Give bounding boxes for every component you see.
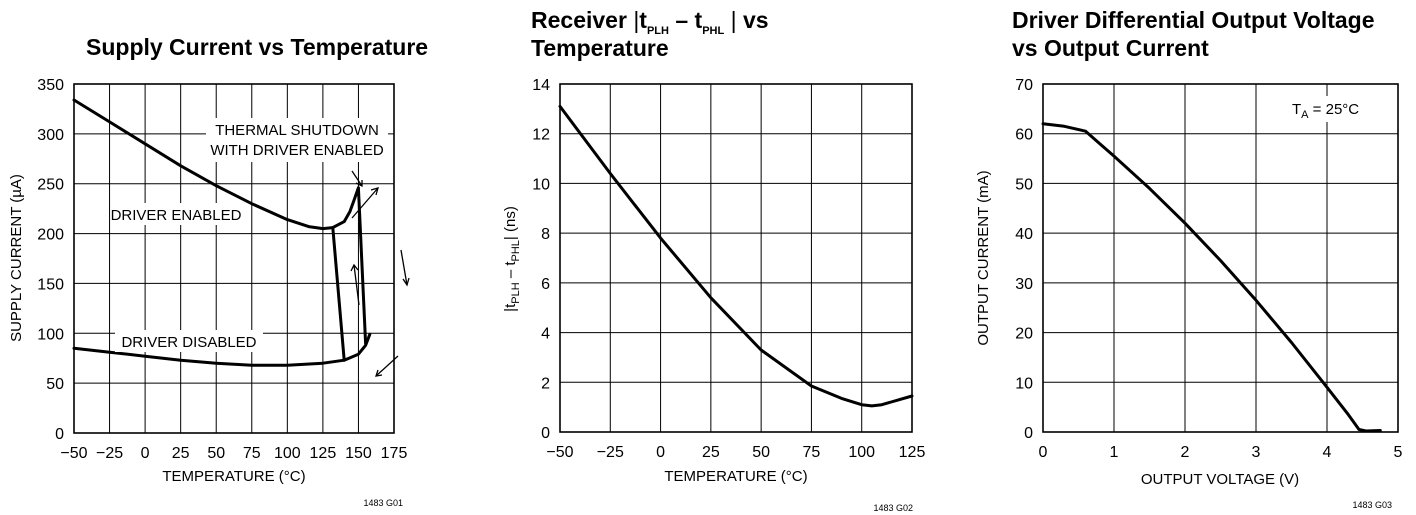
chart1-y-tick-label: 0 bbox=[55, 426, 64, 443]
chart1-code: 1483 G01 bbox=[363, 498, 403, 508]
chart2-series-line-1 bbox=[558, 104, 914, 408]
chart3-title: Driver Differential Output Voltage bbox=[1012, 7, 1375, 33]
chart1-y-tick-label: 100 bbox=[37, 326, 64, 343]
chart3-series-line-1 bbox=[1041, 122, 1382, 433]
chart3-y-tick-label: 30 bbox=[1015, 276, 1033, 293]
chart2-x-tick-label: 125 bbox=[899, 444, 926, 461]
chart3-x-ticks: 0 1 2 3 4 5 bbox=[1039, 444, 1403, 461]
chart1-title: Supply Current vs Temperature bbox=[86, 34, 428, 60]
chart1-x-ticks: −50 −25 0 25 50 75 100 125 150 175 bbox=[60, 445, 407, 462]
chart2-y-tick-label: 10 bbox=[532, 176, 550, 193]
chart1-x-label: TEMPERATURE (°C) bbox=[162, 468, 305, 485]
chart2-y-tick-label: 8 bbox=[541, 226, 550, 243]
chart3-x-label: OUTPUT VOLTAGE (V) bbox=[1141, 471, 1299, 488]
chart1-x-tick-label: 150 bbox=[345, 445, 372, 462]
chart2-x-tick-label: 0 bbox=[656, 444, 665, 461]
chart2-y-tick-label: 12 bbox=[532, 127, 550, 144]
chart1-frame bbox=[73, 83, 395, 434]
chart2-x-tick-label: −25 bbox=[597, 444, 624, 461]
chart1-annotation-driver-enabled: DRIVER ENABLED bbox=[111, 207, 242, 224]
chart1-x-tick-label: 100 bbox=[274, 445, 301, 462]
chart3-y-tick-label: 0 bbox=[1024, 425, 1033, 442]
chart1-arrows bbox=[350, 170, 410, 377]
chart1-x-tick-label: −25 bbox=[96, 445, 123, 462]
chart2-title-line2: Temperature bbox=[531, 35, 669, 61]
chart3-y-tick-label: 40 bbox=[1015, 226, 1033, 243]
chart1-x-tick-label: 75 bbox=[243, 445, 261, 462]
chart1-x-tick-label: 125 bbox=[310, 445, 337, 462]
chart1-y-tick-label: 250 bbox=[37, 177, 64, 194]
chart2-y-ticks: 0 2 4 6 8 10 12 14 bbox=[532, 77, 550, 442]
chart2-x-tick-label: 50 bbox=[752, 444, 770, 461]
chart3-x-tick-label: 3 bbox=[1252, 444, 1261, 461]
chart3-grid bbox=[1042, 83, 1399, 433]
chart3-series bbox=[1041, 122, 1382, 433]
chart1-annotation-bg-1 bbox=[206, 118, 388, 162]
chart3-code: 1483 G03 bbox=[1352, 500, 1392, 510]
chart2-code: 1483 G02 bbox=[873, 503, 913, 513]
chart3-y-ticks: 0 10 20 30 40 50 60 70 bbox=[1015, 77, 1033, 442]
chart1-x-tick-label: 175 bbox=[381, 445, 408, 462]
chart1-annotation-thermal-1: THERMAL SHUTDOWN bbox=[215, 122, 379, 139]
chart3-note-bg bbox=[1280, 96, 1385, 122]
chart3-title-line2: vs Output Current bbox=[1012, 35, 1209, 61]
chart3-x-tick-label: 2 bbox=[1181, 444, 1190, 461]
chart1-y-tick-label: 50 bbox=[46, 376, 64, 393]
chart2-grid bbox=[559, 83, 913, 433]
chart3-x-tick-label: 4 bbox=[1323, 444, 1332, 461]
chart3-x-tick-label: 5 bbox=[1394, 444, 1403, 461]
chart3-frame bbox=[1042, 83, 1399, 433]
chart1-series-line-2 bbox=[72, 332, 372, 367]
chart2-x-tick-label: 75 bbox=[803, 444, 821, 461]
chart1-x-tick-label: 0 bbox=[141, 445, 150, 462]
chart1-x-tick-label: −50 bbox=[60, 445, 87, 462]
chart2-frame bbox=[559, 83, 913, 433]
chart1-y-ticks: 0 50 100 150 200 250 300 350 bbox=[37, 77, 64, 443]
chart1-annotation-bg-3 bbox=[115, 330, 263, 352]
chart1-y-tick-label: 200 bbox=[37, 227, 64, 244]
chart2-x-label: TEMPERATURE (°C) bbox=[664, 468, 807, 485]
chart1-y-tick-label: 350 bbox=[37, 77, 64, 94]
chart-receiver-skew: Receiver |tPLH – tPHL | vs Temperature −… bbox=[502, 7, 925, 513]
chart2-y-tick-label: 4 bbox=[541, 326, 550, 343]
chart2-x-tick-label: −50 bbox=[546, 444, 573, 461]
chart1-annotation-bg-2 bbox=[118, 203, 234, 225]
chart1-y-tick-label: 150 bbox=[37, 276, 64, 293]
chart1-x-tick-label: 50 bbox=[207, 445, 225, 462]
chart1-annotation-driver-disabled: DRIVER DISABLED bbox=[121, 334, 256, 351]
chart2-x-tick-label: 100 bbox=[848, 444, 875, 461]
chart3-x-tick-label: 0 bbox=[1039, 444, 1048, 461]
chart3-y-tick-label: 60 bbox=[1015, 127, 1033, 144]
chart2-y-tick-label: 2 bbox=[541, 375, 550, 392]
chart3-y-tick-label: 10 bbox=[1015, 375, 1033, 392]
chart2-y-tick-label: 14 bbox=[532, 77, 550, 94]
chart3-note: TA = 25°C bbox=[1292, 101, 1359, 121]
chart3-y-label: OUTPUT CURRENT (mA) bbox=[975, 170, 992, 345]
chart2-x-ticks: −50 −25 0 25 50 75 100 125 bbox=[546, 444, 925, 461]
chart3-y-tick-label: 20 bbox=[1015, 326, 1033, 343]
chart2-title: Receiver |tPLH – tPHL | vs bbox=[531, 7, 769, 37]
chart-output-current: Driver Differential Output Voltage vs Ou… bbox=[975, 7, 1403, 510]
chart2-series bbox=[558, 104, 914, 408]
chart1-annotation-thermal-2: WITH DRIVER ENABLED bbox=[210, 142, 384, 159]
chart1-series bbox=[72, 98, 372, 367]
chart-supply-current: Supply Current vs Temperature −50 −25 0 25 5… bbox=[8, 34, 428, 508]
chart3-y-tick-label: 70 bbox=[1015, 77, 1033, 94]
chart1-series-line-1 bbox=[72, 98, 335, 231]
chart1-series-line-4 bbox=[331, 226, 346, 362]
chart1-y-tick-label: 300 bbox=[37, 127, 64, 144]
chart3-y-tick-label: 50 bbox=[1015, 176, 1033, 193]
chart2-x-tick-label: 25 bbox=[702, 444, 720, 461]
chart2-y-tick-label: 6 bbox=[541, 276, 550, 293]
chart1-y-label: SUPPLY CURRENT (µA) bbox=[8, 174, 25, 342]
chart1-series-line-3 bbox=[331, 186, 368, 345]
chart3-x-tick-label: 1 bbox=[1110, 444, 1119, 461]
chart1-x-tick-label: 25 bbox=[172, 445, 190, 462]
chart2-y-label: |tPLH – tPHL| (ns) bbox=[502, 206, 522, 312]
chart2-y-tick-label: 0 bbox=[541, 425, 550, 442]
